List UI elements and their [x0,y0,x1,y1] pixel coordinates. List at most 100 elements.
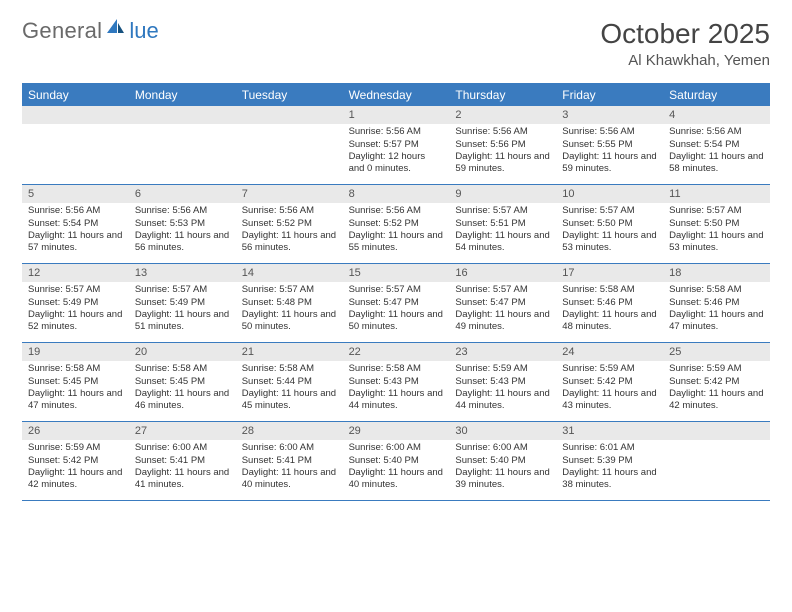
daylight-text: Daylight: 11 hours and 42 minutes. [28,467,123,492]
sunrise-text: Sunrise: 5:56 AM [28,205,123,217]
sunset-text: Sunset: 5:43 PM [455,376,550,388]
cell-details: Sunrise: 6:00 AMSunset: 5:40 PMDaylight:… [449,442,556,491]
cell-details: Sunrise: 5:56 AMSunset: 5:54 PMDaylight:… [663,126,770,175]
date-number: 1 [343,106,450,124]
daylight-text: Daylight: 11 hours and 54 minutes. [455,230,550,255]
date-number: 22 [343,343,450,361]
date-number: 8 [343,185,450,203]
calendar-cell: 19Sunrise: 5:58 AMSunset: 5:45 PMDayligh… [22,343,129,421]
date-number: 26 [22,422,129,440]
sunrise-text: Sunrise: 5:57 AM [349,284,444,296]
date-number: 17 [556,264,663,282]
date-number [236,106,343,124]
calendar-cell: 12Sunrise: 5:57 AMSunset: 5:49 PMDayligh… [22,264,129,342]
date-number: 20 [129,343,236,361]
day-header-row: SundayMondayTuesdayWednesdayThursdayFrid… [22,84,770,106]
sunset-text: Sunset: 5:52 PM [349,218,444,230]
date-number: 24 [556,343,663,361]
sunrise-text: Sunrise: 5:59 AM [669,363,764,375]
cell-details: Sunrise: 5:56 AMSunset: 5:57 PMDaylight:… [343,126,450,175]
date-number: 18 [663,264,770,282]
date-number: 30 [449,422,556,440]
date-number [22,106,129,124]
date-number: 21 [236,343,343,361]
date-number: 6 [129,185,236,203]
cell-details: Sunrise: 5:58 AMSunset: 5:44 PMDaylight:… [236,363,343,412]
calendar-cell: 21 Sunrise: 5:58 AMSunset: 5:44 PMDayligh… [236,343,343,421]
week-row: 1Sunrise: 5:56 AMSunset: 5:57 PMDaylight… [22,106,770,185]
daylight-text: Daylight: 11 hours and 50 minutes. [242,309,337,334]
cell-details: Sunrise: 5:58 AMSunset: 5:46 PMDaylight:… [663,284,770,333]
sunset-text: Sunset: 5:57 PM [349,139,444,151]
daylight-text: Daylight: 11 hours and 44 minutes. [349,388,444,413]
date-number: 16 [449,264,556,282]
daylight-text: Daylight: 11 hours and 39 minutes. [455,467,550,492]
sunset-text: Sunset: 5:41 PM [242,455,337,467]
cell-details: Sunrise: 5:56 AMSunset: 5:56 PMDaylight:… [449,126,556,175]
cell-details: Sunrise: 6:00 AMSunset: 5:41 PMDaylight:… [236,442,343,491]
calendar-cell: 7Sunrise: 5:56 AMSunset: 5:52 PMDaylight… [236,185,343,263]
sunset-text: Sunset: 5:47 PM [455,297,550,309]
date-number: 31 [556,422,663,440]
date-number: 28 [236,422,343,440]
calendar-cell: 8 Sunrise: 5:56 AMSunset: 5:52 PMDaylight… [343,185,450,263]
cell-details: Sunrise: 5:57 AMSunset: 5:50 PMDaylight:… [556,205,663,254]
cell-details: Sunrise: 5:59 AMSunset: 5:42 PMDaylight:… [556,363,663,412]
date-number: 13 [129,264,236,282]
calendar-cell: 11Sunrise: 5:57 AMSunset: 5:50 PMDayligh… [663,185,770,263]
week-row: 5Sunrise: 5:56 AMSunset: 5:54 PMDaylight… [22,185,770,264]
cell-details: Sunrise: 5:59 AMSunset: 5:42 PMDaylight:… [22,442,129,491]
sunset-text: Sunset: 5:41 PM [135,455,230,467]
date-number: 4 [663,106,770,124]
date-number: 7 [236,185,343,203]
date-number: 25 [663,343,770,361]
cell-details: Sunrise: 5:57 AMSunset: 5:47 PMDaylight:… [449,284,556,333]
daylight-text: Daylight: 11 hours and 56 minutes. [135,230,230,255]
cell-details: Sunrise: 5:58 AMSunset: 5:45 PMDaylight:… [129,363,236,412]
sunrise-text: Sunrise: 5:56 AM [669,126,764,138]
cell-details: Sunrise: 5:57 AMSunset: 5:51 PMDaylight:… [449,205,556,254]
cell-details: Sunrise: 5:56 AMSunset: 5:55 PMDaylight:… [556,126,663,175]
sunrise-text: Sunrise: 6:00 AM [455,442,550,454]
daylight-text: Daylight: 11 hours and 44 minutes. [455,388,550,413]
calendar-cell [22,106,129,184]
daylight-text: Daylight: 11 hours and 43 minutes. [562,388,657,413]
date-number: 15 [343,264,450,282]
cell-details: Sunrise: 6:00 AMSunset: 5:41 PMDaylight:… [129,442,236,491]
calendar-cell: 24 Sunrise: 5:59 AMSunset: 5:42 PMDayligh… [556,343,663,421]
calendar-cell: 9Sunrise: 5:57 AMSunset: 5:51 PMDaylight… [449,185,556,263]
daylight-text: Daylight: 11 hours and 53 minutes. [669,230,764,255]
sunrise-text: Sunrise: 5:57 AM [28,284,123,296]
sunrise-text: Sunrise: 5:58 AM [562,284,657,296]
sunset-text: Sunset: 5:39 PM [562,455,657,467]
calendar-cell: 20 Sunrise: 5:58 AMSunset: 5:45 PMDayligh… [129,343,236,421]
sunset-text: Sunset: 5:52 PM [242,218,337,230]
cell-details: Sunrise: 5:56 AMSunset: 5:52 PMDaylight:… [343,205,450,254]
week-row: 19Sunrise: 5:58 AMSunset: 5:45 PMDayligh… [22,343,770,422]
daylight-text: Daylight: 11 hours and 38 minutes. [562,467,657,492]
daylight-text: Daylight: 11 hours and 59 minutes. [455,151,550,176]
cell-details: Sunrise: 5:57 AMSunset: 5:48 PMDaylight:… [236,284,343,333]
calendar-cell: 3Sunrise: 5:56 AMSunset: 5:55 PMDaylight… [556,106,663,184]
day-header-cell: Friday [556,84,663,106]
daylight-text: Daylight: 11 hours and 51 minutes. [135,309,230,334]
sunrise-text: Sunrise: 6:00 AM [242,442,337,454]
sunset-text: Sunset: 5:55 PM [562,139,657,151]
calendar-cell: 13Sunrise: 5:57 AMSunset: 5:49 PMDayligh… [129,264,236,342]
title-block: October 2025 Al Khawkhah, Yemen [600,18,770,69]
page-title: October 2025 [600,18,770,50]
sunrise-text: Sunrise: 5:58 AM [28,363,123,375]
sunrise-text: Sunrise: 5:56 AM [349,126,444,138]
sunrise-text: Sunrise: 5:56 AM [349,205,444,217]
cell-details: Sunrise: 5:56 AMSunset: 5:53 PMDaylight:… [129,205,236,254]
calendar-cell: 5Sunrise: 5:56 AMSunset: 5:54 PMDaylight… [22,185,129,263]
sunrise-text: Sunrise: 5:58 AM [669,284,764,296]
calendar-cell: 1 Sunrise: 5:56 AMSunset: 5:57 PMDaylight… [343,106,450,184]
sunrise-text: Sunrise: 5:56 AM [135,205,230,217]
sunrise-text: Sunrise: 5:59 AM [28,442,123,454]
sunrise-text: Sunrise: 5:57 AM [669,205,764,217]
sunset-text: Sunset: 5:46 PM [669,297,764,309]
sunset-text: Sunset: 5:51 PM [455,218,550,230]
daylight-text: Daylight: 11 hours and 45 minutes. [242,388,337,413]
date-number: 5 [22,185,129,203]
